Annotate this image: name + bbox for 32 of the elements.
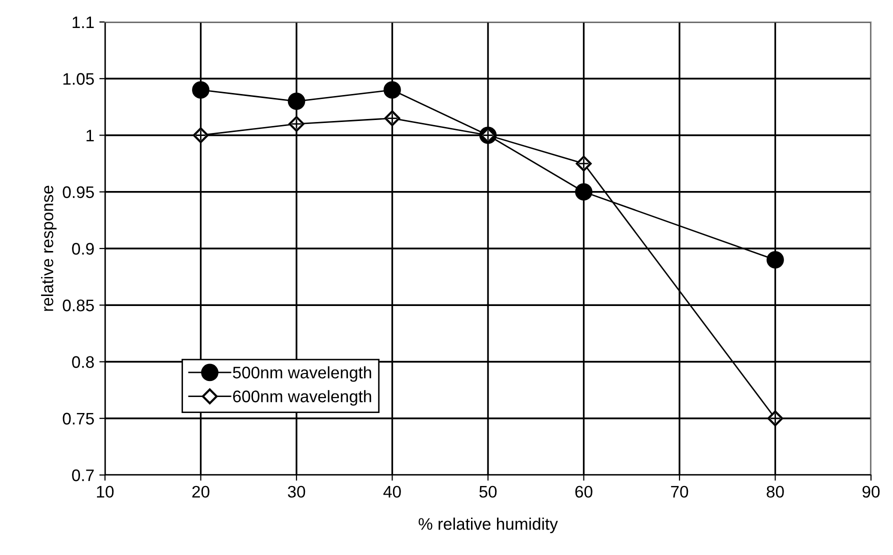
x-tick-label: 70	[671, 486, 688, 498]
y-tick-label: 0.85	[62, 300, 94, 312]
point	[576, 156, 592, 172]
point	[384, 110, 400, 126]
x-tick-label: 20	[192, 486, 210, 498]
y-axis-title: relative response	[41, 186, 57, 311]
legend-label: 600nm wavelength	[233, 390, 372, 406]
point	[766, 251, 784, 269]
y-tick-label: 0.75	[62, 412, 94, 425]
x-tick-label: 30	[288, 486, 306, 498]
point	[384, 81, 401, 99]
point	[288, 92, 306, 110]
x-tick-label: 80	[766, 486, 784, 498]
point	[767, 410, 784, 426]
x-tick-label: 10	[97, 486, 114, 498]
y-tick-label: 0.7	[72, 469, 94, 482]
point	[288, 116, 304, 132]
x-tick-label: 40	[383, 486, 401, 498]
y-tick-label: 1	[86, 130, 94, 142]
point	[192, 127, 209, 144]
y-tick-label: 0.95	[62, 186, 94, 198]
x-tick-label: 90	[862, 486, 880, 498]
x-axis-title: % relative humidity	[418, 518, 558, 534]
y-tick-label: 0.9	[72, 242, 94, 255]
point	[192, 81, 210, 99]
x-tick-label: 60	[575, 486, 592, 498]
y-tick-label: 0.8	[72, 356, 94, 368]
point	[575, 183, 592, 201]
y-tick-label: 1.1	[72, 16, 94, 28]
y-tick-label: 1.05	[63, 73, 94, 85]
legend-label: 500nm wavelength	[232, 366, 372, 382]
x-tick-label: 50	[479, 486, 497, 498]
